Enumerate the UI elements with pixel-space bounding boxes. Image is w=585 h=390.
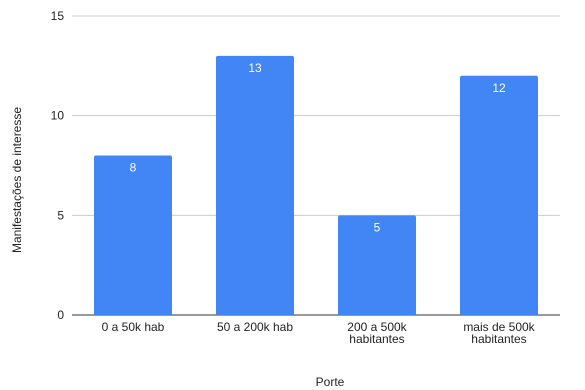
- bar-data-label: 5: [374, 220, 381, 234]
- x-tick-label: habitantes: [471, 332, 526, 346]
- bars: 8 13 5 12: [94, 55, 538, 315]
- y-axis-ticks: 0 5 10 15: [51, 9, 65, 322]
- x-tick-label: mais de 500k: [463, 320, 535, 334]
- x-axis-ticks: 0 a 50k hab 50 a 200k hab 200 a 500khabita…: [102, 320, 536, 346]
- bar-data-label: 12: [492, 81, 506, 95]
- x-tick-label: 50 a 200k hab: [217, 320, 293, 334]
- x-tick-label: 0 a 50k hab: [102, 320, 165, 334]
- bar: [338, 215, 416, 315]
- bar-data-label: 13: [248, 61, 262, 75]
- x-tick-label: 200 a 500k: [347, 320, 407, 334]
- bar: [94, 155, 172, 315]
- bar: [460, 75, 538, 315]
- y-tick-label: 0: [57, 308, 64, 322]
- y-tick-label: 10: [51, 109, 65, 123]
- x-tick-label: habitantes: [349, 332, 404, 346]
- y-tick-label: 15: [51, 9, 65, 23]
- x-axis-title: Porte: [316, 375, 345, 389]
- bar: [216, 55, 294, 315]
- y-axis-title: Manifestações de interesse: [10, 107, 24, 253]
- bar-data-label: 8: [130, 161, 137, 175]
- y-tick-label: 5: [57, 208, 64, 222]
